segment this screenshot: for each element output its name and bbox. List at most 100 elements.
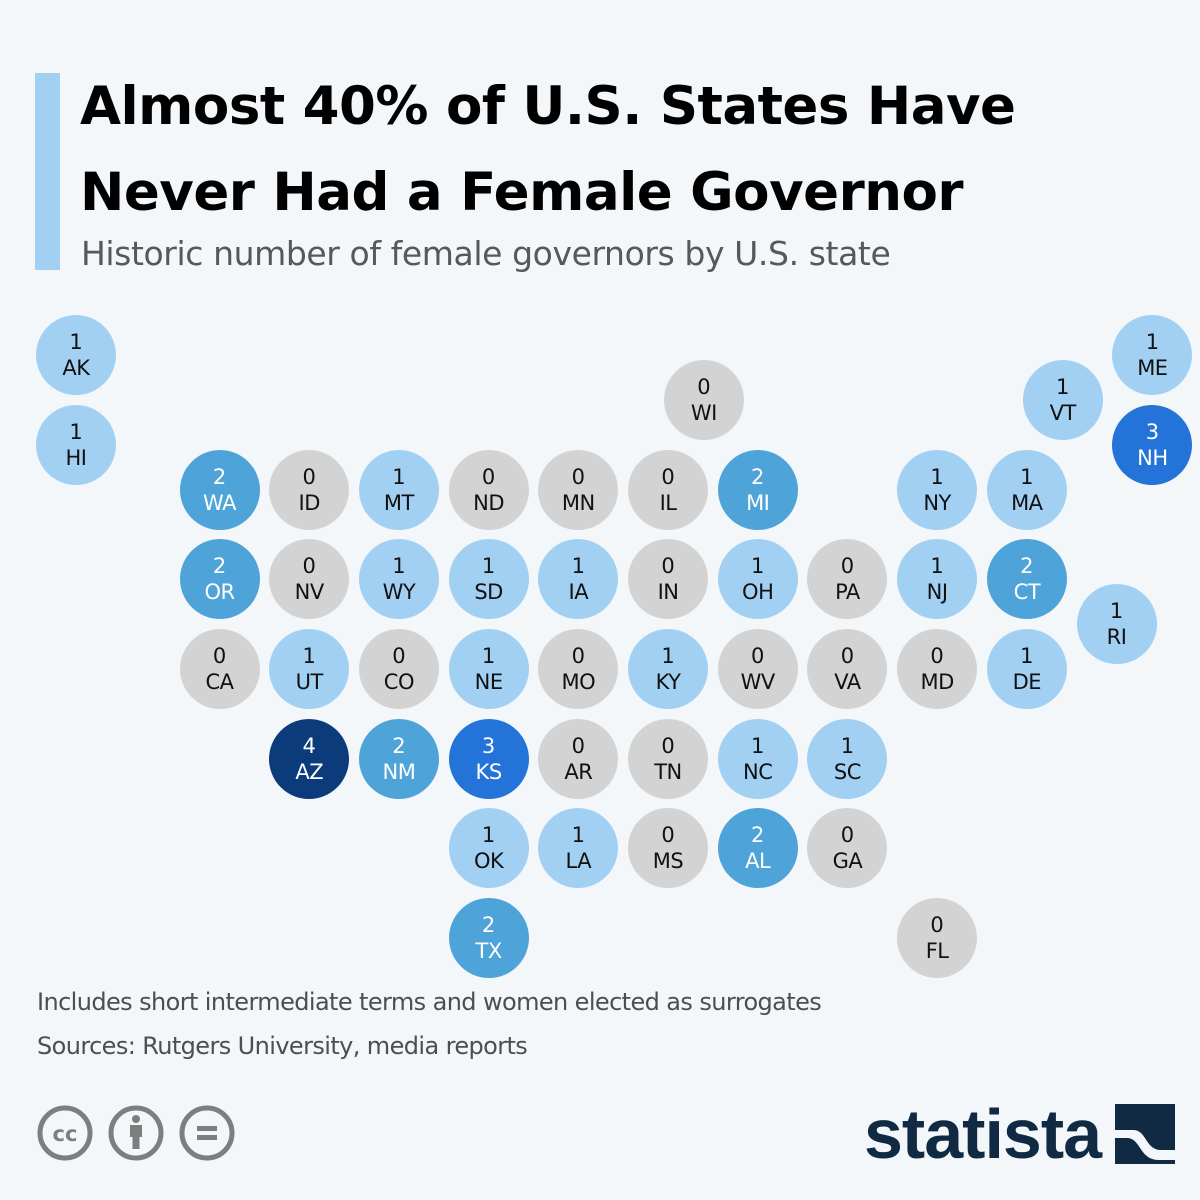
state-value: 1 — [751, 554, 765, 579]
state-tile-ne: 1 NE — [448, 628, 529, 709]
state-value: 1 — [1056, 374, 1070, 399]
state-value: 0 — [661, 733, 675, 758]
state-tile-wa: 2 WA — [179, 449, 260, 530]
state-tile-la: 1 LA — [538, 808, 619, 889]
state-abbr: WV — [740, 669, 776, 694]
state-value: 0 — [930, 913, 944, 938]
state-value: 0 — [697, 374, 711, 399]
state-abbr: SD — [474, 580, 503, 605]
state-tile-mi: 2 MI — [717, 449, 798, 530]
state-abbr: DE — [1012, 669, 1042, 694]
state-abbr: NM — [382, 759, 416, 784]
state-value: 0 — [930, 643, 944, 668]
state-tile-ms: 0 MS — [628, 808, 709, 889]
state-value: 1 — [571, 554, 585, 579]
state-abbr: AR — [564, 759, 593, 784]
state-abbr: WA — [203, 490, 236, 515]
state-tile-wy: 1 WY — [358, 539, 439, 620]
state-abbr: VT — [1049, 400, 1077, 425]
state-abbr: AL — [745, 849, 771, 874]
state-tile-va: 0 VA — [807, 628, 888, 709]
state-tile-vt: 1 VT — [1022, 359, 1103, 440]
state-abbr: KS — [475, 759, 503, 784]
state-value: 0 — [840, 643, 855, 668]
state-value: 2 — [481, 913, 496, 938]
state-abbr: NC — [743, 759, 773, 784]
state-abbr: NV — [294, 580, 325, 605]
state-tile-sd: 1 SD — [448, 539, 529, 620]
state-tile-wi: 0 WI — [663, 359, 744, 440]
state-tile-il: 0 IL — [628, 449, 709, 530]
state-abbr: MA — [1011, 490, 1043, 515]
state-tile-mt: 1 MT — [358, 449, 439, 530]
page-subtitle: Historic number of female governors by U… — [81, 234, 891, 273]
state-tile-oh: 1 OH — [717, 539, 798, 620]
state-tile-wv: 0 WV — [717, 628, 798, 709]
page-title: Almost 40% of U.S. States Have Never Had… — [80, 76, 1016, 223]
state-abbr: MD — [920, 669, 954, 694]
state-abbr: TX — [475, 939, 503, 964]
state-value: 1 — [1020, 464, 1034, 489]
state-abbr: RI — [1106, 625, 1127, 650]
state-tile-nc: 1 NC — [717, 718, 798, 799]
license-icons: cc — [36, 1104, 236, 1162]
state-abbr: HI — [65, 445, 87, 470]
state-value: 0 — [302, 464, 316, 489]
state-tile-nm: 2 NM — [358, 718, 439, 799]
state-abbr: OH — [742, 580, 774, 605]
state-value: 3 — [481, 733, 496, 758]
state-tile-ks: 3 KS — [448, 718, 529, 799]
state-abbr: MI — [746, 490, 770, 515]
state-tile-ok: 1 OK — [448, 808, 529, 889]
state-tile-ma: 1 MA — [986, 449, 1067, 530]
state-tile-mn: 0 MN — [538, 449, 619, 530]
state-tile-or: 2 OR — [179, 539, 260, 620]
state-value: 1 — [661, 643, 675, 668]
state-tile-ga: 0 GA — [807, 808, 888, 889]
state-value: 1 — [481, 823, 496, 848]
state-value: 2 — [392, 733, 406, 758]
state-value: 1 — [69, 419, 83, 444]
state-value: 1 — [751, 733, 765, 758]
state-abbr: PA — [835, 580, 860, 605]
state-value: 0 — [571, 733, 585, 758]
state-abbr: CO — [383, 669, 415, 694]
state-tile-id: 0 ID — [269, 449, 350, 530]
attribution-icon[interactable] — [107, 1104, 165, 1162]
state-abbr: WI — [690, 400, 717, 425]
state-value: 1 — [571, 823, 585, 848]
state-value: 2 — [751, 464, 765, 489]
state-value: 1 — [69, 330, 83, 354]
state-tile-tx: 2 TX — [448, 898, 529, 979]
state-abbr: NY — [923, 490, 951, 515]
state-value: 1 — [930, 554, 944, 579]
no-derivatives-icon[interactable] — [178, 1104, 236, 1162]
state-abbr: MO — [561, 669, 596, 694]
statista-logo-icon — [1115, 1104, 1176, 1164]
state-tile-hi: 1 HI — [36, 404, 116, 485]
state-value: 0 — [840, 554, 855, 579]
statista-logo[interactable]: statista — [864, 1094, 1176, 1174]
state-value: 1 — [1145, 330, 1160, 354]
state-abbr: NJ — [926, 580, 948, 605]
state-abbr: WY — [382, 580, 416, 605]
state-value: 1 — [840, 733, 855, 758]
state-value: 2 — [212, 464, 227, 489]
state-abbr: CA — [205, 669, 235, 694]
state-abbr: MT — [383, 490, 414, 515]
state-tile-ca: 0 CA — [179, 628, 260, 709]
state-abbr: MS — [652, 849, 684, 874]
state-abbr: OR — [204, 580, 235, 605]
state-value: 1 — [1020, 643, 1034, 668]
state-abbr: TN — [654, 759, 682, 784]
state-value: 1 — [481, 643, 496, 668]
state-abbr: ND — [473, 490, 505, 515]
creative-commons-icon[interactable]: cc — [36, 1104, 94, 1162]
state-abbr: VA — [834, 669, 861, 694]
footnote: Includes short intermediate terms and wo… — [37, 988, 822, 1016]
state-value: 0 — [840, 823, 855, 848]
state-abbr: ID — [298, 490, 321, 515]
state-value: 0 — [212, 643, 227, 668]
state-value: 1 — [1109, 599, 1124, 624]
state-abbr: IA — [568, 580, 589, 605]
